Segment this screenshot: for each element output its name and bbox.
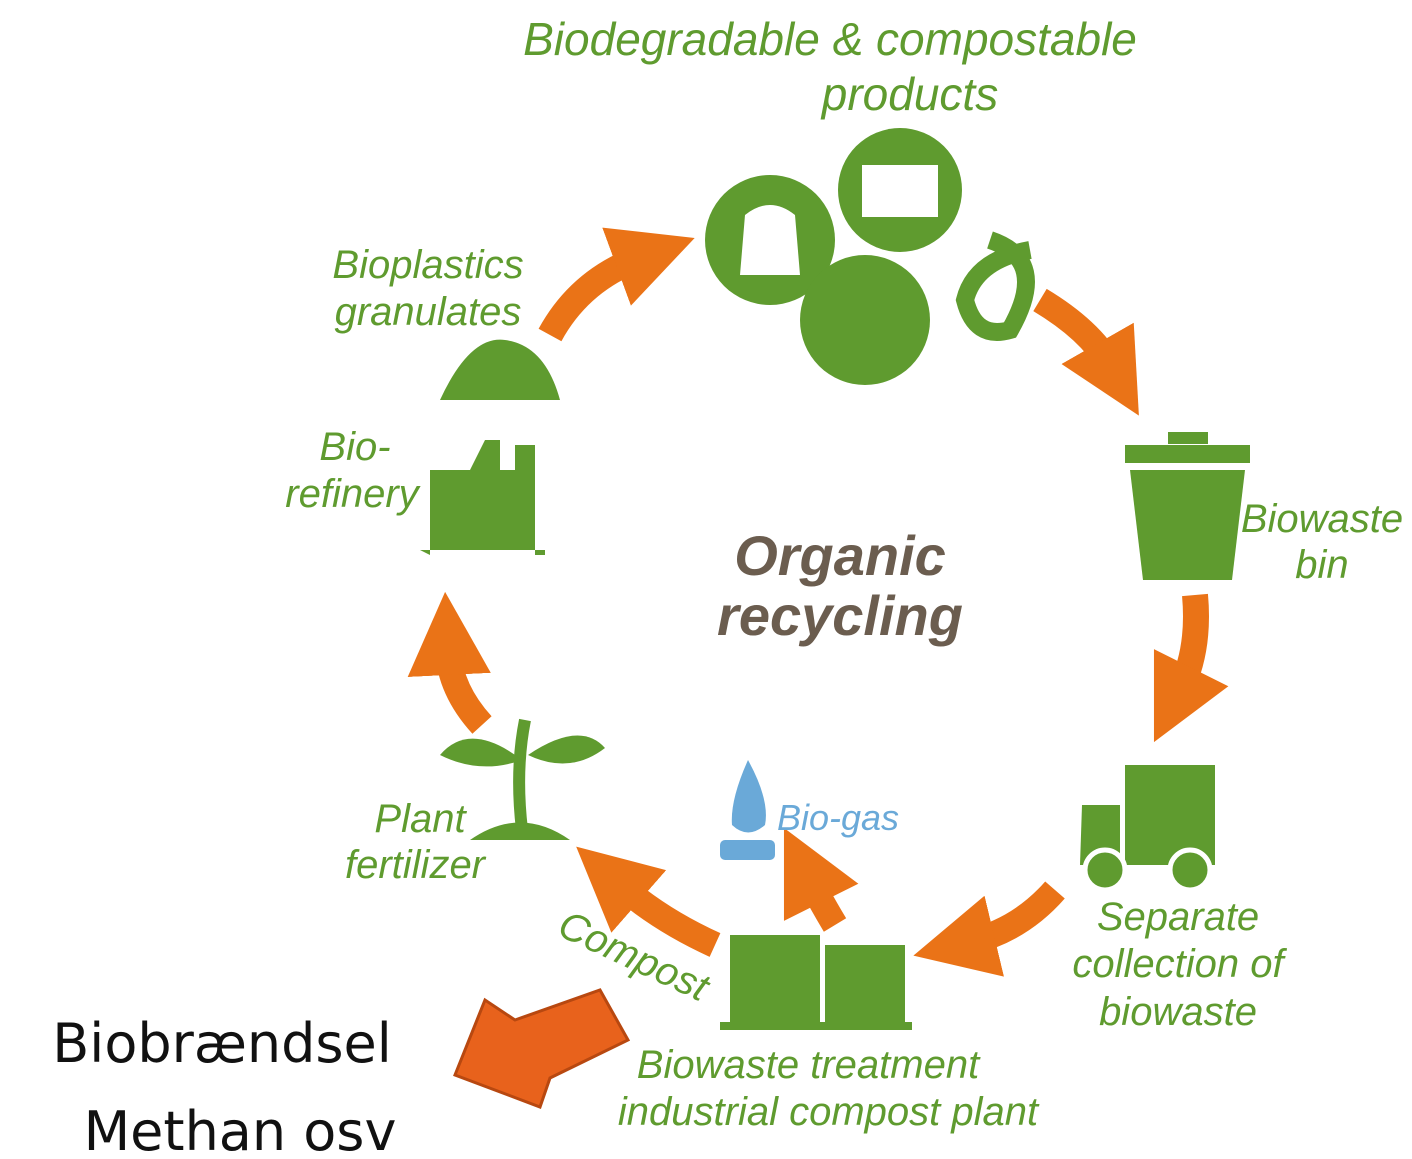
arrow	[1180, 595, 1196, 690]
truck-body	[1125, 765, 1215, 865]
arrow	[1040, 300, 1110, 365]
burner	[720, 840, 775, 860]
leaf	[528, 736, 605, 764]
product-icon	[800, 255, 930, 385]
wheel	[1085, 850, 1125, 890]
node-label: industrial compost plant	[618, 1090, 1040, 1134]
tank	[730, 935, 820, 1025]
product-glyph	[740, 205, 800, 275]
bin-handle	[1168, 432, 1208, 444]
node-label: products	[820, 68, 998, 120]
bin-lid	[1125, 445, 1250, 463]
arrow	[448, 650, 482, 725]
note-arrow	[455, 990, 628, 1107]
node-label: Bio-	[319, 425, 390, 469]
diagram: Organic recycling Biodegradable & compos…	[0, 0, 1412, 1159]
node-label: Bio-gas	[777, 797, 899, 838]
ground	[720, 1022, 912, 1030]
node-label: Biowaste	[1241, 497, 1403, 541]
granulate-pile	[440, 340, 560, 400]
node-label: fertilizer	[345, 843, 487, 887]
arrow	[810, 880, 835, 925]
arrow	[970, 890, 1055, 942]
bin	[1130, 470, 1245, 580]
arrow	[550, 258, 640, 335]
product-glyph	[862, 165, 938, 217]
node-label: Biodegradable & compostable	[523, 13, 1137, 65]
node-label: refinery	[285, 472, 421, 516]
refinery	[420, 440, 545, 555]
node-label: granulates	[335, 290, 522, 334]
node-label: Plant	[374, 797, 467, 841]
sprout-stem	[519, 720, 525, 830]
note-text: Biobrændsel	[52, 1012, 391, 1075]
node-label: collection of	[1072, 942, 1287, 986]
flame	[732, 760, 766, 833]
node-label: Biowaste treatment	[637, 1043, 981, 1087]
node-label: Compost	[552, 902, 717, 1010]
note-text: Methan osv	[84, 1100, 397, 1159]
leaf	[440, 739, 522, 767]
seedling-logo	[965, 240, 1030, 332]
node-label: Separate	[1097, 895, 1259, 939]
wheel	[1170, 850, 1210, 890]
node-label: Bioplastics	[332, 243, 523, 287]
node-label: biowaste	[1099, 990, 1257, 1034]
tank	[825, 945, 905, 1025]
center-title: Organic	[734, 524, 946, 587]
node-label: bin	[1295, 543, 1348, 587]
center-title: recycling	[717, 584, 963, 647]
soil	[470, 823, 570, 841]
